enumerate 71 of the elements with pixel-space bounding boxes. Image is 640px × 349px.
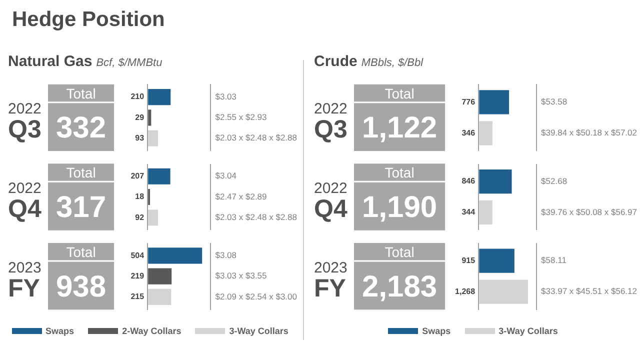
text: $39.84 x $50.18 x $57.02 [541, 127, 638, 138]
bar [148, 168, 170, 184]
data-label: 210 [130, 92, 145, 102]
y-tick-label: 2022 Q4 [314, 180, 348, 223]
text: $39.76 x $50.08 x $56.97 [541, 206, 638, 217]
bar [148, 88, 171, 106]
total-label: 1,190 [362, 191, 438, 224]
data-label: 207 [130, 172, 145, 181]
legend-label: 3-Way Collars [498, 326, 558, 336]
text: $3.08 [215, 250, 237, 260]
bar [148, 210, 158, 226]
text: Total [66, 164, 96, 181]
text: Total [66, 244, 96, 260]
data-label: 18 [135, 192, 145, 202]
bar [479, 280, 528, 304]
bar [479, 90, 510, 114]
text: $2.03 x $2.48 x $2.88 [215, 212, 298, 222]
total-label: 938 [56, 270, 106, 304]
chart-subtitle: Bcf, $/MMBtu [96, 57, 162, 69]
text: $58.11 [541, 255, 567, 266]
data-label: 215 [130, 292, 145, 302]
text: Total [384, 164, 414, 181]
y-tick-label: 2022 Q4 [8, 180, 42, 223]
text: $2.03 x $2.48 x $2.88 [215, 132, 298, 143]
legend-label: 2-Way Collars [122, 326, 182, 336]
bar [148, 130, 158, 146]
total-label: 1,122 [362, 112, 438, 145]
y-tick-label: 2022 Q3 [314, 100, 348, 144]
data-label: 915 [462, 256, 476, 266]
text: $53.58 [541, 96, 568, 107]
text: $2.55 x $2.93 [215, 112, 268, 122]
bar [479, 169, 512, 194]
text: Total [384, 244, 414, 260]
y-tick-label: 2023 FY [8, 259, 42, 302]
bar [479, 248, 514, 273]
total-label: 332 [56, 112, 106, 145]
total-label: 317 [56, 191, 106, 224]
text: Crude [314, 53, 358, 70]
legend-label: Swaps [46, 326, 74, 336]
data-label: 29 [135, 112, 145, 122]
data-label: 504 [130, 250, 145, 260]
bar [479, 121, 492, 146]
bar [148, 288, 172, 306]
data-label: 346 [462, 128, 476, 138]
text: $3.03 x $3.55 [215, 270, 268, 281]
y-tick-label: 2022 Q3 [8, 100, 42, 144]
legend-label: 3-Way Collars [229, 326, 288, 336]
data-label: 92 [135, 212, 145, 222]
text: $2.47 x $2.89 [215, 191, 268, 202]
text: $2.09 x $2.54 x $3.00 [215, 291, 298, 302]
bar [148, 268, 172, 284]
y-tick-label: 2023 FY [314, 259, 348, 302]
data-label: 846 [462, 176, 476, 186]
chart-subtitle: MBbls, $/Bbl [361, 57, 424, 69]
data-label: 1,268 [455, 287, 476, 296]
data-label: 344 [462, 208, 476, 217]
text: Total [66, 85, 96, 102]
text: $33.97 x $45.51 x $56.12 [541, 286, 638, 296]
data-label: 219 [130, 272, 145, 281]
text: Total [384, 85, 414, 102]
total-label: 2,183 [362, 270, 438, 304]
data-label: 776 [462, 97, 476, 106]
bar [148, 248, 202, 264]
legend-label: Swaps [422, 326, 451, 336]
text: Hedge Position [12, 8, 165, 32]
chart-title: Natural Gas [8, 53, 92, 70]
bar [479, 200, 492, 225]
text: $3.04 [215, 170, 237, 181]
text: $3.03 [215, 91, 237, 102]
data-label: 93 [135, 133, 145, 142]
text: $52.68 [541, 176, 568, 186]
